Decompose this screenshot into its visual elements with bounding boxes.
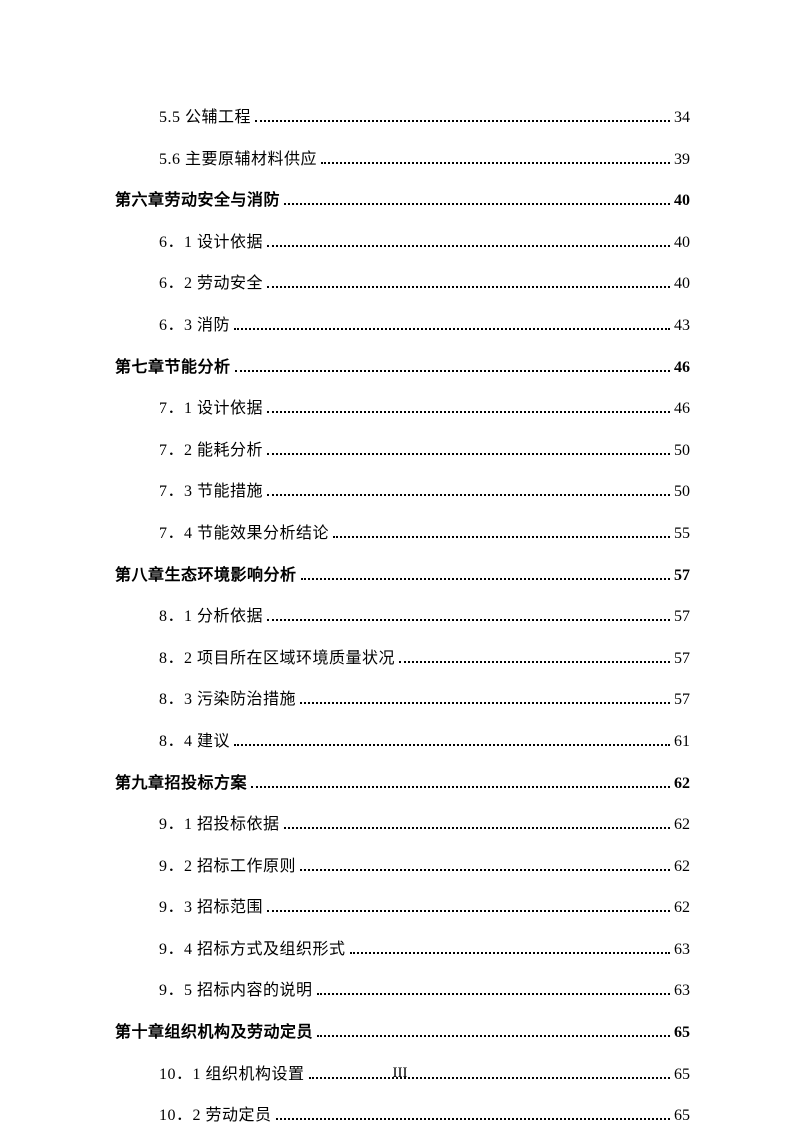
toc-entry-page: 62 [674, 854, 690, 880]
toc-leader-dots [267, 245, 670, 247]
toc-leader-dots [321, 162, 670, 164]
toc-entry-label: 第九章招投标方案 [115, 771, 247, 797]
toc-entry-page: 63 [674, 937, 690, 963]
toc-entry-page: 39 [674, 147, 690, 173]
toc-sub-entry: 8．1 分析依据 57 [159, 604, 690, 630]
table-of-contents: 5.5 公辅工程 345.6 主要原辅材料供应 39第六章劳动安全与消防 406… [115, 105, 690, 1129]
toc-entry-page: 65 [674, 1103, 690, 1129]
toc-entry-label: 9．4 招标方式及组织形式 [159, 937, 346, 963]
toc-entry-label: 9．1 招投标依据 [159, 812, 280, 838]
toc-leader-dots [300, 869, 670, 871]
toc-entry-page: 57 [674, 687, 690, 713]
toc-entry-label: 9．2 招标工作原则 [159, 854, 296, 880]
toc-leader-dots [399, 661, 670, 663]
toc-leader-dots [301, 578, 670, 580]
toc-sub-entry: 7．4 节能效果分析结论 55 [159, 521, 690, 547]
toc-entry-label: 6．2 劳动安全 [159, 271, 263, 297]
toc-entry-label: 第六章劳动安全与消防 [115, 188, 280, 214]
toc-sub-entry: 6．2 劳动安全 40 [159, 271, 690, 297]
toc-chapter-entry: 第八章生态环境影响分析 57 [115, 563, 690, 589]
toc-entry-page: 55 [674, 521, 690, 547]
toc-sub-entry: 8．4 建议 61 [159, 729, 690, 755]
toc-entry-label: 7．4 节能效果分析结论 [159, 521, 329, 547]
toc-entry-label: 7．2 能耗分析 [159, 438, 263, 464]
toc-sub-entry: 7．2 能耗分析 50 [159, 438, 690, 464]
toc-sub-entry: 10．2 劳动定员 65 [159, 1103, 690, 1129]
toc-sub-entry: 9．3 招标范围 62 [159, 895, 690, 921]
toc-entry-label: 第七章节能分析 [115, 355, 231, 381]
toc-entry-page: 40 [674, 188, 690, 214]
toc-entry-label: 第八章生态环境影响分析 [115, 563, 297, 589]
toc-leader-dots [251, 786, 670, 788]
toc-entry-page: 65 [674, 1020, 690, 1046]
toc-entry-label: 6．1 设计依据 [159, 230, 263, 256]
toc-sub-entry: 8．3 污染防治措施 57 [159, 687, 690, 713]
toc-entry-page: 57 [674, 604, 690, 630]
toc-entry-label: 8．2 项目所在区域环境质量状况 [159, 646, 395, 672]
toc-entry-label: 5.5 公辅工程 [159, 105, 251, 131]
toc-entry-page: 40 [674, 230, 690, 256]
toc-entry-page: 61 [674, 729, 690, 755]
toc-entry-label: 9．3 招标范围 [159, 895, 263, 921]
toc-entry-page: 50 [674, 438, 690, 464]
toc-entry-page: 43 [674, 313, 690, 339]
toc-sub-entry: 9．2 招标工作原则 62 [159, 854, 690, 880]
toc-sub-entry: 5.6 主要原辅材料供应 39 [159, 147, 690, 173]
toc-leader-dots [317, 1035, 670, 1037]
toc-leader-dots [276, 1118, 670, 1120]
toc-sub-entry: 8．2 项目所在区域环境质量状况 57 [159, 646, 690, 672]
toc-entry-page: 62 [674, 771, 690, 797]
toc-chapter-entry: 第七章节能分析 46 [115, 355, 690, 381]
toc-leader-dots [267, 619, 670, 621]
toc-sub-entry: 7．1 设计依据 46 [159, 396, 690, 422]
toc-entry-page: 50 [674, 479, 690, 505]
toc-sub-entry: 6．3 消防 43 [159, 313, 690, 339]
toc-entry-label: 8．3 污染防治措施 [159, 687, 296, 713]
toc-entry-page: 62 [674, 895, 690, 921]
toc-entry-label: 6．3 消防 [159, 313, 230, 339]
toc-entry-page: 63 [674, 978, 690, 1004]
toc-entry-label: 7．1 设计依据 [159, 396, 263, 422]
toc-leader-dots [267, 494, 670, 496]
toc-entry-label: 10．2 劳动定员 [159, 1103, 272, 1129]
toc-sub-entry: 7．3 节能措施 50 [159, 479, 690, 505]
toc-chapter-entry: 第六章劳动安全与消防 40 [115, 188, 690, 214]
toc-entry-page: 57 [674, 563, 690, 589]
toc-leader-dots [333, 536, 670, 538]
toc-entry-label: 第十章组织机构及劳动定员 [115, 1020, 313, 1046]
toc-leader-dots [317, 993, 670, 995]
toc-sub-entry: 9．1 招投标依据 62 [159, 812, 690, 838]
toc-entry-page: 34 [674, 105, 690, 131]
toc-leader-dots [267, 910, 670, 912]
toc-sub-entry: 5.5 公辅工程 34 [159, 105, 690, 131]
toc-chapter-entry: 第十章组织机构及劳动定员 65 [115, 1020, 690, 1046]
toc-entry-label: 9．5 招标内容的说明 [159, 978, 313, 1004]
toc-leader-dots [267, 453, 670, 455]
toc-leader-dots [234, 328, 670, 330]
toc-leader-dots [267, 286, 670, 288]
toc-leader-dots [284, 203, 670, 205]
toc-entry-page: 57 [674, 646, 690, 672]
toc-leader-dots [284, 827, 670, 829]
toc-entry-label: 8．1 分析依据 [159, 604, 263, 630]
toc-sub-entry: 6．1 设计依据 40 [159, 230, 690, 256]
toc-entry-page: 46 [674, 355, 690, 381]
toc-leader-dots [255, 120, 670, 122]
toc-sub-entry: 9．4 招标方式及组织形式 63 [159, 937, 690, 963]
toc-entry-page: 40 [674, 271, 690, 297]
toc-entry-page: 62 [674, 812, 690, 838]
toc-leader-dots [234, 744, 670, 746]
toc-entry-label: 5.6 主要原辅材料供应 [159, 147, 317, 173]
toc-sub-entry: 9．5 招标内容的说明 63 [159, 978, 690, 1004]
toc-leader-dots [267, 411, 670, 413]
toc-leader-dots [350, 952, 670, 954]
toc-leader-dots [235, 370, 670, 372]
toc-leader-dots [300, 702, 670, 704]
toc-chapter-entry: 第九章招投标方案 62 [115, 771, 690, 797]
page-number: III [0, 1065, 800, 1082]
toc-entry-page: 46 [674, 396, 690, 422]
toc-entry-label: 7．3 节能措施 [159, 479, 263, 505]
toc-entry-label: 8．4 建议 [159, 729, 230, 755]
